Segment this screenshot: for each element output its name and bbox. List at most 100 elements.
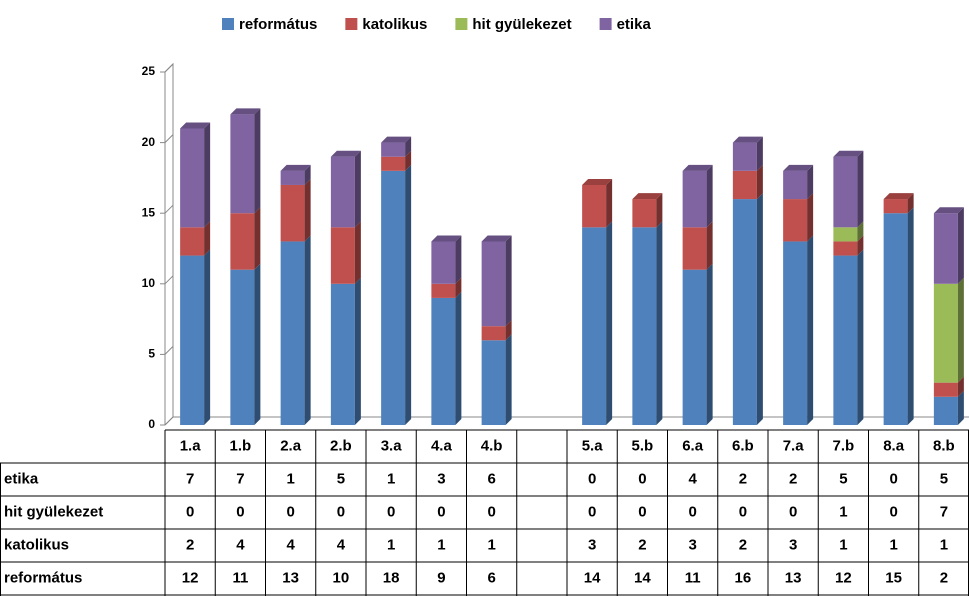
bar-side [706,263,713,425]
table-cell: 4 [236,536,245,553]
table-cell: 13 [785,569,802,586]
y-tick-label: 15 [142,205,156,219]
bar-segment [280,184,305,242]
x-tick-label: 2.a [280,437,302,454]
bar-top [883,193,914,200]
wall-tick [164,275,174,285]
legend-swatch [599,18,612,30]
table-row-label: hit gyülekezet [4,503,103,520]
table-row-label: református [4,569,82,586]
bar-side [354,150,361,228]
x-tick-label: 5.a [582,437,604,454]
bar-side [304,178,311,242]
bar-side [807,235,814,425]
x-tick-label: 1.b [230,437,252,454]
table-cell: 11 [685,569,701,586]
bar-segment [481,241,506,327]
table-cell: 2 [638,536,646,553]
bar-segment [431,283,456,298]
table-cell: 4 [337,536,346,553]
bar-segment [431,241,456,284]
bar-side [907,207,914,425]
bar-segment [732,142,757,171]
table-cell: 12 [835,569,852,586]
bar-side [304,164,311,185]
table-cell: 7 [186,470,194,487]
x-tick-label: 8.a [883,437,905,454]
wall-tick [164,416,174,426]
x-tick-label: 8.b [933,437,955,454]
bar-top [381,136,412,143]
bar-side [756,164,763,200]
table-cell: 0 [437,503,445,520]
bar-segment [180,128,205,228]
bar-segment [330,227,355,284]
bar-segment [933,382,958,397]
bar-side [857,221,864,242]
table-cell: 1 [437,536,445,553]
table-cell: 1 [286,470,294,487]
bar-side [857,235,864,256]
bar-segment [180,227,205,256]
bar-side [405,136,412,157]
table-cell: 6 [487,569,495,586]
bar-side [756,136,763,171]
table-cell: 0 [286,503,294,520]
bar-segment [933,213,958,284]
bar-side [957,277,964,383]
table-cell: 3 [588,536,596,553]
bar-side [807,164,814,200]
bar-segment [833,156,858,228]
bar-segment [330,283,355,425]
y-tick-label: 20 [142,135,156,149]
bar-segment [783,241,808,425]
table-cell: 5 [839,470,847,487]
bar-segment [481,326,506,341]
table-cell: 0 [889,503,897,520]
legend-swatch [222,18,234,30]
table-cell: 14 [634,569,651,586]
bar-side [405,150,412,171]
bar-segment [933,283,958,383]
bar-segment [682,170,707,228]
table-row-label: katolikus [4,536,69,553]
bar-segment [632,227,657,425]
legend-label: katolikus [362,16,427,33]
bar-side [505,334,512,425]
x-tick-label: 6.b [732,437,754,454]
bar-side [204,122,211,228]
bar-segment [330,156,355,228]
table-cell: 1 [839,536,847,553]
table-cell: 13 [282,569,299,586]
table-cell: 0 [789,503,797,520]
bar-segment [833,255,858,425]
table-cell: 12 [182,569,199,586]
bar-side [254,263,261,425]
table-cell: 2 [186,536,194,553]
bar-side [907,193,914,214]
x-tick-label: 3.a [381,437,403,454]
table-cell: 0 [688,503,696,520]
table-cell: 3 [688,536,696,553]
table-cell: 1 [387,470,395,487]
table-cell: 14 [584,569,601,586]
bar-side [254,108,261,214]
bar-segment [682,227,707,270]
bar-segment [230,269,255,425]
bar-top [582,178,613,185]
bar-segment [381,170,406,425]
bar-side [857,249,864,425]
bar-segment [481,340,506,425]
bar-side [455,235,462,284]
bar-side [505,235,512,327]
table-cell: 0 [387,503,395,520]
bar-segment [833,227,858,242]
bar-segment [431,297,456,425]
table-cell: 4 [286,536,295,553]
bar-side [304,235,311,425]
wall-tick [164,204,174,214]
bar-segment [280,241,305,425]
wall-tick [164,134,174,143]
bar-top [632,193,663,200]
